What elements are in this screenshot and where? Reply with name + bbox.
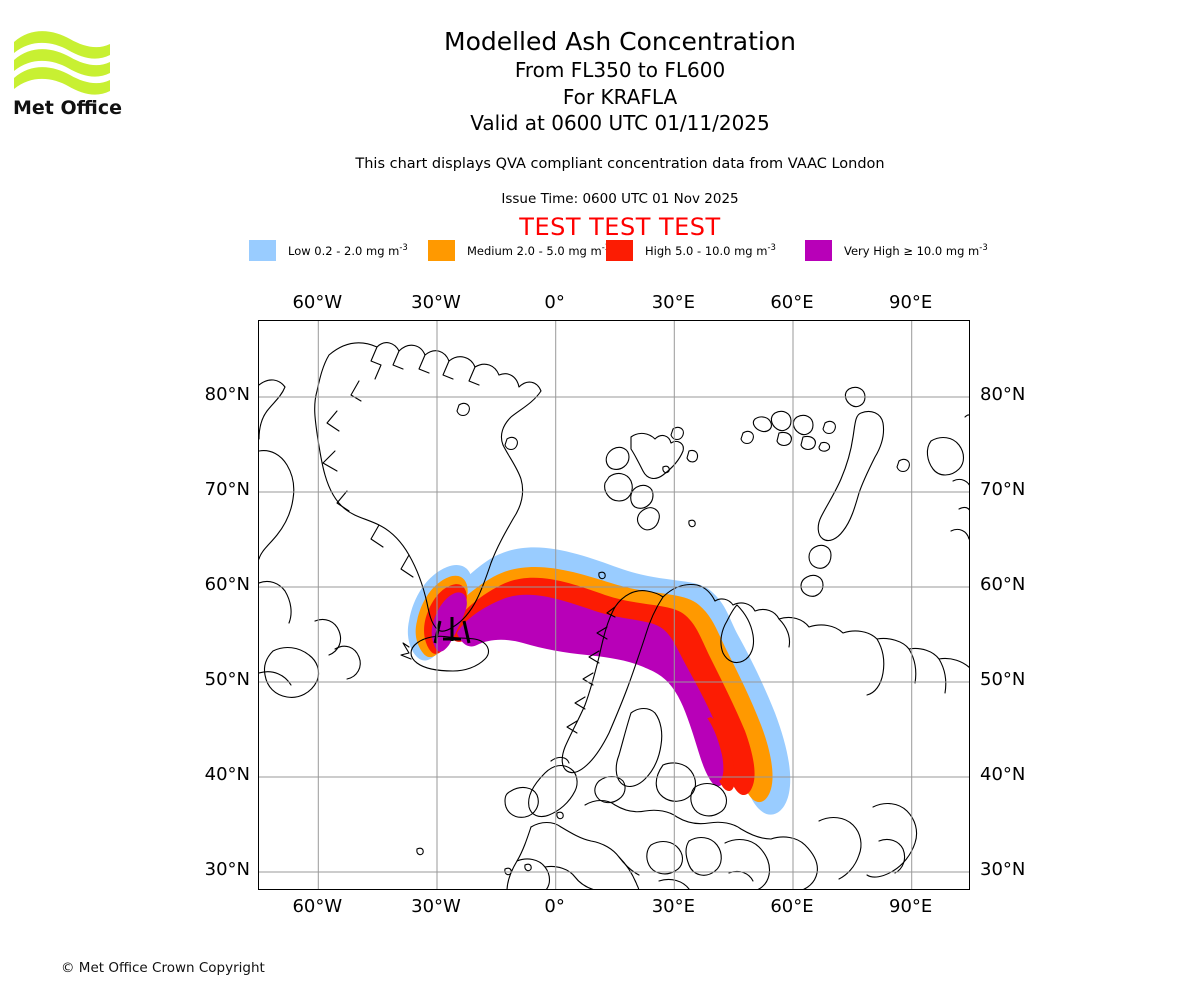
volcano-name: For KRAFLA bbox=[562, 84, 678, 109]
longitude-tick-bottom: 0° bbox=[544, 896, 565, 917]
latitude-tick-right: 30°N bbox=[980, 859, 1026, 880]
latitude-tick-left: 30°N bbox=[204, 859, 250, 880]
longitude-tick-top: 30°W bbox=[411, 292, 461, 313]
longitude-tick-top: 30°E bbox=[651, 292, 695, 313]
plume-contour-very-high bbox=[457, 594, 727, 787]
latitude-tick-right: 70°N bbox=[980, 479, 1026, 500]
legend-swatch-medium bbox=[428, 239, 455, 261]
latitude-tick-left: 70°N bbox=[204, 479, 250, 500]
map-plot-area[interactable] bbox=[258, 320, 970, 890]
latitude-tick-left: 40°N bbox=[204, 764, 250, 785]
legend-label-medium: Medium 2.0 - 5.0 mg m-3 bbox=[467, 243, 610, 258]
copyright-notice: © Met Office Crown Copyright bbox=[61, 960, 265, 976]
ash-plume-contours bbox=[407, 547, 791, 815]
legend-label-high: High 5.0 - 10.0 mg m-3 bbox=[645, 242, 776, 258]
valid-time: Valid at 0600 UTC 01/11/2025 bbox=[470, 111, 770, 136]
legend-swatch-very-high bbox=[805, 239, 832, 261]
latitude-tick-right: 60°N bbox=[980, 574, 1026, 595]
longitude-tick-bottom: 30°E bbox=[651, 896, 695, 917]
legend-item-high: High 5.0 - 10.0 mg m-3 bbox=[606, 239, 776, 261]
concentration-legend: Low 0.2 - 2.0 mg m-3 Medium 2.0 - 5.0 mg … bbox=[249, 239, 994, 261]
longitude-tick-bottom: 30°W bbox=[411, 896, 461, 917]
legend-label-very-high: Very High ≥ 10.0 mg m-3 bbox=[844, 242, 988, 258]
test-banner: TEST TEST TEST bbox=[519, 213, 721, 241]
longitude-tick-top: 0° bbox=[544, 292, 565, 313]
latitude-tick-left: 80°N bbox=[204, 384, 250, 405]
longitude-tick-bottom: 60°W bbox=[292, 896, 343, 917]
longitude-tick-top: 60°W bbox=[292, 292, 343, 313]
latitude-tick-right: 40°N bbox=[980, 764, 1026, 785]
plume-hook-east-veryhigh bbox=[693, 713, 724, 781]
coastlines bbox=[259, 342, 969, 889]
longitude-tick-top: 90°E bbox=[889, 292, 933, 313]
issue-time: Issue Time: 0600 UTC 01 Nov 2025 bbox=[501, 191, 739, 207]
qva-compliance-note: This chart displays QVA compliant concen… bbox=[355, 156, 885, 172]
legend-item-medium: Medium 2.0 - 5.0 mg m-3 bbox=[428, 239, 610, 261]
legend-swatch-low bbox=[249, 239, 276, 261]
longitude-tick-top: 60°E bbox=[770, 292, 814, 313]
latitude-tick-left: 60°N bbox=[204, 574, 250, 595]
legend-label-low: Low 0.2 - 2.0 mg m-3 bbox=[288, 242, 408, 258]
latitude-tick-right: 80°N bbox=[980, 384, 1026, 405]
legend-item-low: Low 0.2 - 2.0 mg m-3 bbox=[249, 239, 408, 261]
legend-item-very-high: Very High ≥ 10.0 mg m-3 bbox=[805, 239, 988, 261]
longitude-tick-bottom: 90°E bbox=[889, 896, 933, 917]
latitude-tick-left: 50°N bbox=[204, 669, 250, 690]
flight-level-range: From FL350 to FL600 bbox=[514, 58, 726, 82]
plume-contour-very-high-west bbox=[431, 592, 467, 652]
title-block: Modelled Ash Concentration From FL350 to… bbox=[240, 26, 1000, 137]
longitude-tick-bottom: 60°E bbox=[770, 896, 814, 917]
page-title: Modelled Ash Concentration bbox=[444, 27, 796, 56]
legend-swatch-high bbox=[606, 239, 633, 261]
latitude-tick-right: 50°N bbox=[980, 669, 1026, 690]
met-office-logo: Met Office bbox=[12, 22, 122, 117]
volcano-eruption-icon bbox=[433, 617, 471, 644]
logo-wordmark: Met Office bbox=[13, 97, 122, 117]
map-gridlines bbox=[259, 321, 969, 889]
